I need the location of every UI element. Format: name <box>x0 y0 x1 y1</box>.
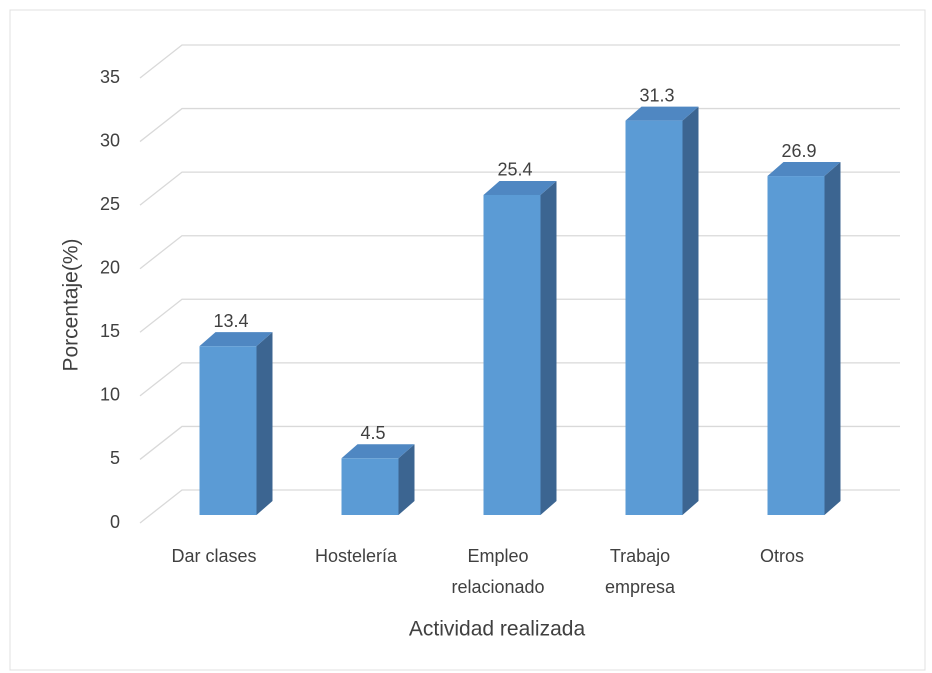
bar-side <box>398 444 415 515</box>
bar <box>341 444 415 515</box>
x-axis-label: Actividad realizada <box>409 618 586 641</box>
y-tick-label: 0 <box>110 512 120 532</box>
bar-front <box>341 458 399 515</box>
value-label: 25.4 <box>497 160 532 180</box>
bar <box>625 106 699 516</box>
bar-top <box>483 180 557 195</box>
y-tick-label: 20 <box>100 257 120 277</box>
bar-top <box>625 106 699 121</box>
y-tick-label: 15 <box>100 321 120 341</box>
bar-top <box>767 162 841 177</box>
bar-front <box>625 120 683 516</box>
x-tick-label: Dar clases <box>171 546 256 566</box>
bar-side <box>824 162 841 515</box>
x-tick-label: Hostelería <box>315 546 398 566</box>
chart-frame <box>9 9 926 671</box>
y-tick-label: 35 <box>100 67 120 87</box>
bar-top <box>341 444 415 459</box>
grid-line <box>139 44 900 79</box>
bar-front <box>483 194 541 515</box>
bar <box>767 162 841 515</box>
bar <box>483 180 557 515</box>
x-tick-label: Empleo <box>467 546 528 566</box>
x-tick-label: Trabajo <box>610 546 670 566</box>
bar-front <box>199 346 257 515</box>
value-label: 4.5 <box>360 423 385 443</box>
value-label: 31.3 <box>639 85 674 105</box>
bar-front <box>767 176 825 515</box>
y-tick-label: 5 <box>110 448 120 468</box>
y-tick-label: 10 <box>100 385 120 405</box>
bar-side <box>682 106 699 516</box>
grid-line <box>139 107 900 143</box>
y-axis-label: Porcentaje(%) <box>60 238 83 371</box>
bar-side <box>256 332 273 515</box>
y-tick-label: 30 <box>100 130 120 150</box>
x-tick-label: Otros <box>760 546 804 566</box>
bar-side <box>540 180 557 515</box>
bar <box>199 332 273 515</box>
x-tick-label: empresa <box>605 577 676 597</box>
value-label: 13.4 <box>213 311 248 331</box>
value-label: 26.9 <box>781 141 816 161</box>
bar-top <box>199 332 273 347</box>
x-tick-label: relacionado <box>451 577 544 597</box>
y-tick-label: 25 <box>100 194 120 214</box>
